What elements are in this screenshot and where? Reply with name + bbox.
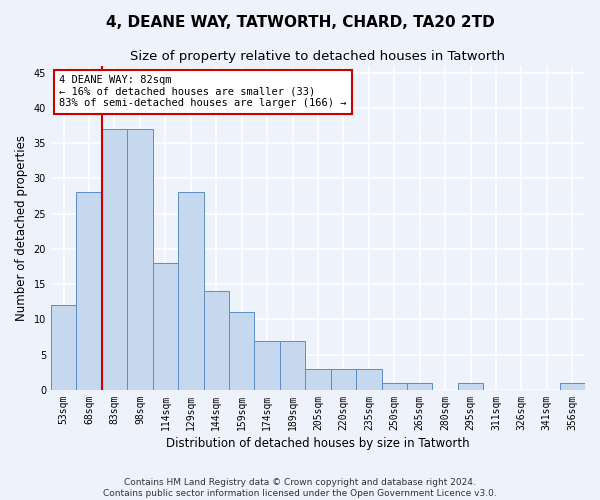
Bar [560, 383, 585, 390]
Bar [305, 369, 331, 390]
Title: Size of property relative to detached houses in Tatworth: Size of property relative to detached ho… [130, 50, 505, 63]
Bar [229, 312, 254, 390]
Bar [51, 306, 76, 390]
Bar [178, 192, 203, 390]
Bar [280, 340, 305, 390]
Bar [382, 383, 407, 390]
X-axis label: Distribution of detached houses by size in Tatworth: Distribution of detached houses by size … [166, 437, 470, 450]
Text: 4, DEANE WAY, TATWORTH, CHARD, TA20 2TD: 4, DEANE WAY, TATWORTH, CHARD, TA20 2TD [106, 15, 494, 30]
Bar [127, 129, 152, 390]
Y-axis label: Number of detached properties: Number of detached properties [15, 134, 28, 321]
Text: Contains HM Land Registry data © Crown copyright and database right 2024.
Contai: Contains HM Land Registry data © Crown c… [103, 478, 497, 498]
Bar [203, 291, 229, 390]
Text: 4 DEANE WAY: 82sqm
← 16% of detached houses are smaller (33)
83% of semi-detache: 4 DEANE WAY: 82sqm ← 16% of detached hou… [59, 76, 346, 108]
Bar [331, 369, 356, 390]
Bar [458, 383, 483, 390]
Bar [407, 383, 433, 390]
Bar [254, 340, 280, 390]
Bar [356, 369, 382, 390]
Bar [76, 192, 102, 390]
Bar [152, 263, 178, 390]
Bar [102, 129, 127, 390]
